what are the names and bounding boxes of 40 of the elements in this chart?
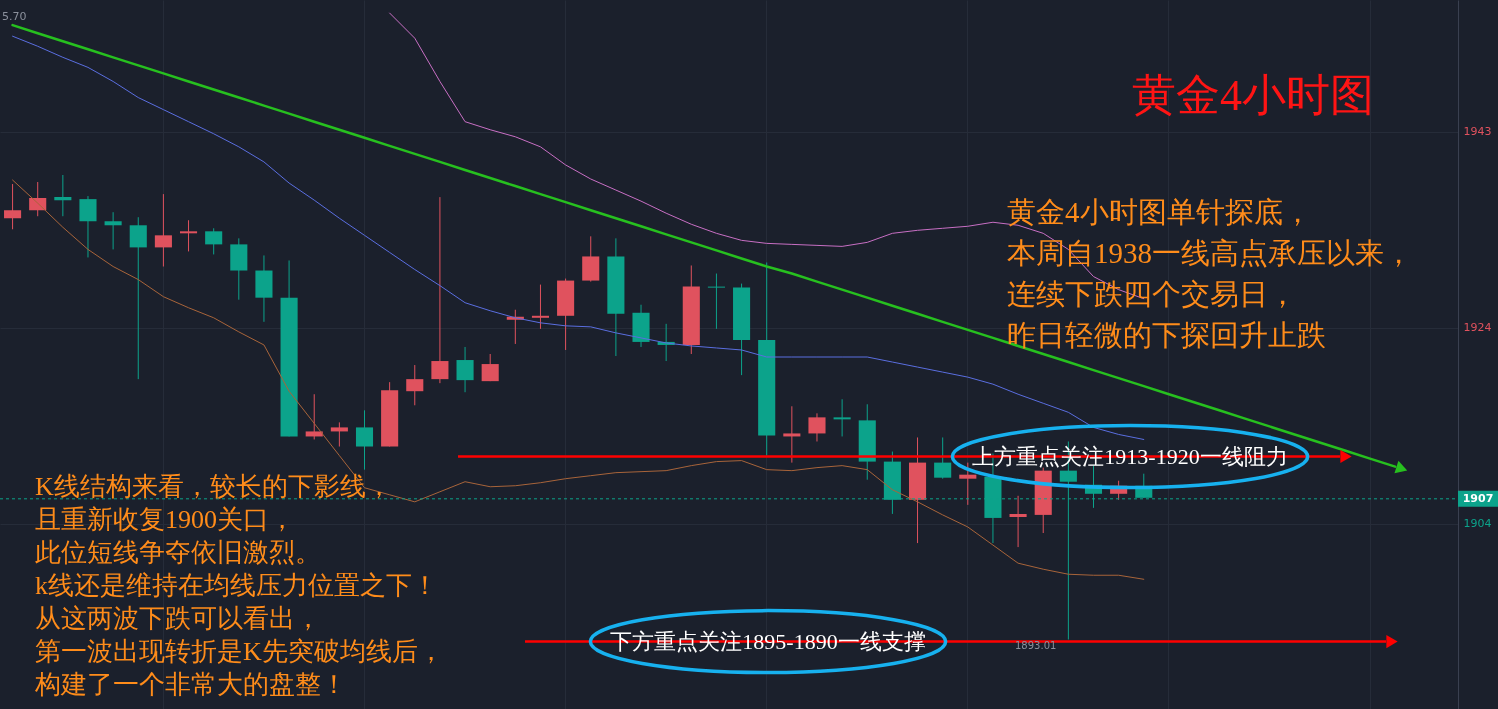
annotation: 且重新收复1900关口，	[35, 505, 295, 534]
candlestick	[456, 346, 474, 393]
candlestick	[481, 353, 499, 382]
candlestick	[531, 284, 550, 330]
candlestick	[104, 211, 122, 250]
y-tick-label: 1924	[1463, 321, 1492, 335]
candlestick	[54, 174, 72, 217]
annotation: 5.70	[2, 10, 27, 23]
annotation: 从这两波下跌可以看出，	[35, 604, 321, 633]
candlestick	[355, 409, 374, 471]
candlestick	[4, 183, 22, 230]
annotation: 此位短线争夺依旧激烈。	[35, 538, 321, 567]
annotation: 构建了一个非常大的盘整！	[34, 670, 347, 699]
ref-line-label: 1907	[1462, 491, 1494, 505]
annotation: k线还是维持在均线压力位置之下！	[35, 571, 438, 600]
candlestick	[431, 196, 449, 384]
annotation: K线结构来看，较长的下影线，	[35, 472, 392, 501]
candlestick	[934, 436, 952, 480]
candlestick	[406, 364, 424, 406]
annotation: 第一波出现转折是K先突破均线后，	[35, 637, 444, 666]
candlestick	[783, 405, 801, 464]
annotation: 本周自1938一线高点承压以来，	[1007, 237, 1413, 269]
candlestick	[808, 412, 826, 442]
candlestick	[305, 393, 323, 440]
candlestick	[330, 421, 348, 448]
candlestick	[79, 195, 97, 258]
y-tick-label: 1943	[1463, 125, 1492, 139]
text: 黄金4小时图	[1132, 71, 1374, 120]
candlestick	[707, 273, 725, 330]
candlestick	[205, 227, 223, 255]
annotation: 昨日轻微的下探回升止跌	[1007, 319, 1326, 351]
candlestick	[179, 219, 198, 252]
candlestick	[1009, 495, 1027, 548]
candlestick	[833, 398, 851, 437]
annotation: 1893.01	[1015, 639, 1057, 651]
candlestick	[154, 193, 172, 267]
annotation: 黄金4小时图单针探底，	[1007, 196, 1312, 228]
candlestick	[129, 216, 147, 380]
y-tick-label: 1904	[1463, 517, 1492, 531]
annotation: 连续下跌四个交易日，	[1007, 278, 1297, 310]
